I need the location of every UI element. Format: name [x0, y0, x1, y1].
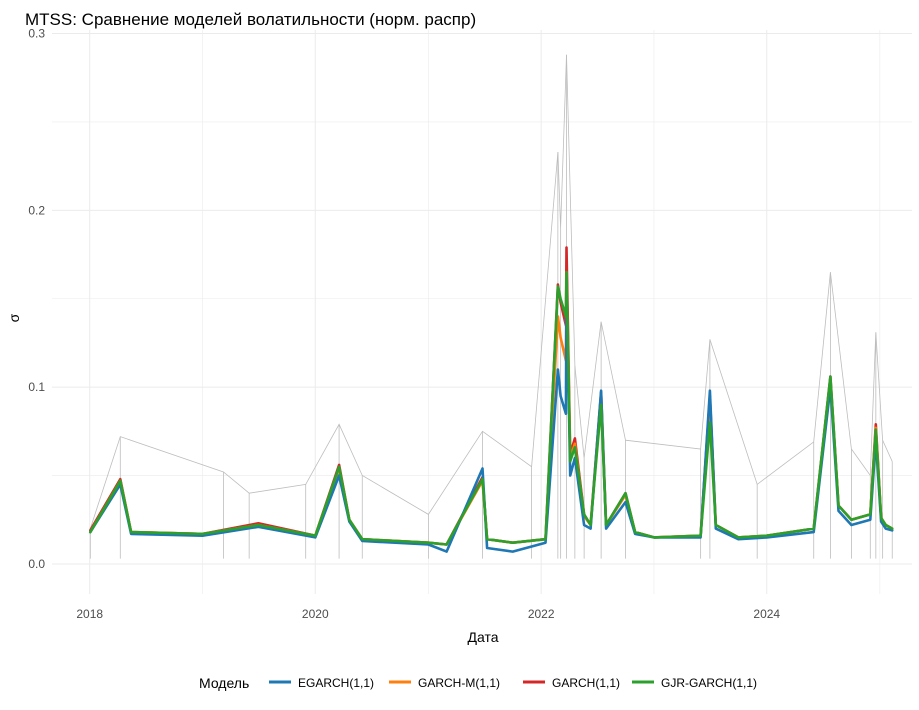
x-tick-label: 2022	[528, 607, 555, 621]
x-tick-label: 2024	[753, 607, 780, 621]
y-tick-label: 0.3	[28, 27, 45, 41]
legend-label-gjr-garch-1-1: GJR-GARCH(1,1)	[661, 676, 757, 690]
chart-title: MTSS: Сравнение моделей волатильности (н…	[25, 10, 476, 29]
x-axis-ticks: 2018 2020 2022 2024	[76, 607, 780, 621]
y-tick-label: 0.2	[28, 203, 45, 217]
legend-title: Модель	[199, 675, 249, 691]
grid-minor	[52, 30, 912, 594]
series-line-gjr-garch-1-1	[89, 270, 894, 546]
series-line-garch-1-1	[89, 246, 894, 546]
series-line-garch-m-1-1	[89, 270, 894, 546]
y-tick-label: 0.1	[28, 380, 45, 394]
series-line-egarch-1-1	[89, 279, 894, 553]
abs-returns-line	[89, 54, 893, 529]
y-axis-ticks: 0.0 0.1 0.2 0.3	[28, 27, 45, 571]
legend-label-garch-m-1-1: GARCH-M(1,1)	[418, 676, 500, 690]
x-tick-label: 2018	[76, 607, 103, 621]
x-axis-title: Дата	[467, 629, 498, 645]
x-tick-label: 2020	[302, 607, 329, 621]
model-series-group	[89, 246, 894, 553]
y-axis-title: σ	[6, 313, 22, 322]
legend-label-garch-1-1: GARCH(1,1)	[552, 676, 620, 690]
legend: Модель EGARCH(1,1) GARCH-M(1,1) GARCH(1,1)…	[199, 675, 757, 691]
y-tick-label: 0.0	[28, 557, 45, 571]
abs-returns-series	[89, 54, 893, 559]
grid-major	[52, 30, 912, 594]
legend-label-egarch-1-1: EGARCH(1,1)	[298, 676, 374, 690]
